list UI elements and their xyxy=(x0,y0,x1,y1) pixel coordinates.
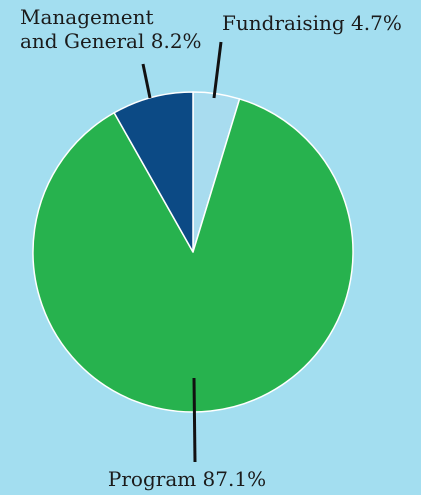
leader-line-program xyxy=(192,377,197,463)
slice-label-management-and-general: and General 8.2% xyxy=(20,29,202,53)
slice-label-program: Program 87.1% xyxy=(108,467,266,491)
pie-slices xyxy=(32,91,354,413)
slice-label-management-and-general: Management xyxy=(20,5,154,29)
slice-labels: Fundraising 4.7% Program 87.1% Managementa… xyxy=(20,5,402,491)
leader-line-fundraising xyxy=(212,41,223,99)
pie-slice-management-and-general xyxy=(113,91,194,253)
leader-lines xyxy=(141,41,223,463)
slice-label-fundraising: Fundraising 4.7% xyxy=(222,11,402,35)
leader-line-management-and-general xyxy=(141,63,152,99)
pie-slice-program xyxy=(32,98,354,413)
